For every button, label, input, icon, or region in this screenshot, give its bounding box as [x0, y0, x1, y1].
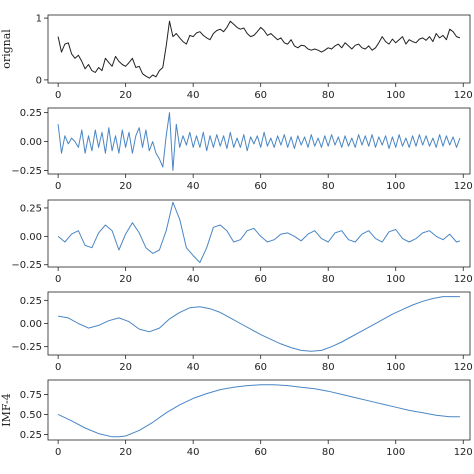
- x-tick-label: 120: [454, 447, 473, 458]
- y-tick-label: 0.25: [20, 108, 42, 119]
- y-tick-label: 0.25: [20, 430, 42, 441]
- y-tick-label: 0.25: [20, 296, 42, 307]
- y-axis-label: IMF-4: [0, 393, 13, 426]
- x-tick-label: 100: [386, 181, 405, 192]
- x-tick-label: 0: [55, 274, 61, 285]
- x-tick-label: 120: [454, 274, 473, 285]
- y-tick-label: 0.50: [20, 410, 42, 421]
- x-tick-label: 80: [322, 274, 335, 285]
- x-tick-label: 60: [254, 362, 267, 373]
- y-tick-label: −0.25: [11, 260, 42, 271]
- y-tick-label: 0.25: [20, 203, 42, 214]
- x-tick-label: 120: [454, 181, 473, 192]
- axes-frame: [47, 291, 471, 356]
- x-tick-label: 60: [254, 90, 267, 101]
- x-tick-label: 60: [254, 447, 267, 458]
- y-tick-label: 0: [36, 75, 42, 86]
- x-tick-label: 0: [55, 362, 61, 373]
- x-tick-label: 40: [187, 274, 200, 285]
- y-axis-label: orignal: [0, 29, 13, 69]
- x-tick-label: 60: [254, 181, 267, 192]
- subplot-2: 0 20 40 60 80 100 120 0.25 0.00 −0.25: [11, 107, 473, 192]
- x-tick-label: 120: [454, 90, 473, 101]
- x-tick-label: 60: [254, 274, 267, 285]
- series-line-2-1: [57, 112, 461, 171]
- x-tick-label: 100: [386, 362, 405, 373]
- x-tick-label: 20: [119, 181, 132, 192]
- series-line-1-1: [57, 20, 461, 79]
- x-tick-label: 20: [119, 447, 132, 458]
- x-tick-label: 80: [322, 447, 335, 458]
- x-tick-label: 100: [386, 447, 405, 458]
- axes-frame: [47, 107, 471, 175]
- x-tick-label: 100: [386, 90, 405, 101]
- axes-frame: [47, 14, 471, 84]
- x-tick-label: 80: [322, 181, 335, 192]
- y-tick-label: 0.00: [20, 319, 42, 330]
- axes-frame: [47, 379, 471, 441]
- x-tick-label: 20: [119, 90, 132, 101]
- subplot-4: 0 20 40 60 80 100 120 0.25 0.00 −0.25: [11, 291, 473, 373]
- subplot-5: 0 20 40 60 80 100 120 0.25 0.50 0.75 IMF-4: [0, 379, 473, 458]
- x-tick-label: 20: [119, 362, 132, 373]
- y-tick-label: 0.00: [20, 232, 42, 243]
- series-line-4-1: [58, 296, 460, 352]
- subplot-1: 0 20 40 60 80 100 120 0 1 orignal: [0, 14, 473, 101]
- y-tick-label: −0.25: [11, 342, 42, 353]
- x-tick-label: 40: [187, 362, 200, 373]
- x-tick-label: 40: [187, 447, 200, 458]
- x-tick-label: 20: [119, 274, 132, 285]
- series-line-5-1: [57, 384, 460, 438]
- x-tick-label: 80: [322, 362, 335, 373]
- series-line-3-1: [57, 201, 461, 263]
- x-tick-label: 100: [386, 274, 405, 285]
- x-tick-label: 0: [55, 447, 61, 458]
- x-tick-label: 80: [322, 90, 335, 101]
- x-tick-label: 0: [55, 181, 61, 192]
- subplot-3: 0 20 40 60 80 100 120 0.25 0.00 −0.25: [11, 199, 473, 285]
- x-tick-label: 120: [454, 362, 473, 373]
- x-tick-label: 40: [187, 181, 200, 192]
- y-tick-label: 0.75: [20, 390, 42, 401]
- x-tick-label: 0: [55, 90, 61, 101]
- x-tick-label: 40: [187, 90, 200, 101]
- y-tick-label: −0.25: [11, 166, 42, 177]
- axes-frame: [47, 199, 471, 268]
- y-tick-label: 0.00: [20, 137, 42, 148]
- y-tick-label: 1: [36, 14, 42, 25]
